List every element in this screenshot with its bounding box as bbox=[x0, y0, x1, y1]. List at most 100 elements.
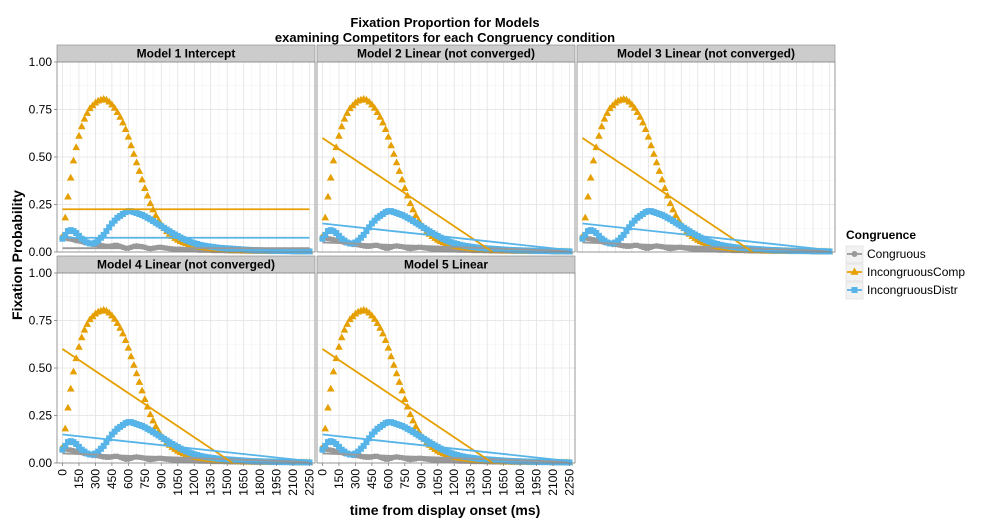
data-point-incongruouscomp bbox=[135, 167, 144, 174]
panel-border bbox=[316, 272, 576, 464]
data-point-incongruouscomp bbox=[141, 395, 149, 402]
y-tick-label: 0.75 bbox=[29, 103, 53, 117]
fit-line-congruous bbox=[322, 241, 570, 252]
data-point-incongruouscomp bbox=[641, 125, 650, 133]
chart-title-line-1: Fixation Proportion for Models bbox=[350, 15, 539, 30]
y-tick-label: 0.50 bbox=[29, 361, 53, 375]
data-point-incongruouscomp bbox=[326, 173, 335, 181]
data-point-incongruouscomp bbox=[116, 112, 124, 120]
data-point-incongruousdistr bbox=[103, 439, 110, 446]
x-tick-label: 1950 bbox=[270, 469, 284, 496]
data-point-incongruouscomp bbox=[603, 109, 611, 116]
data-point-incongruouscomp bbox=[149, 416, 157, 424]
data-point-incongruouscomp bbox=[75, 131, 83, 139]
data-point-incongruouscomp bbox=[392, 369, 401, 377]
data-point-incongruouscomp bbox=[110, 103, 119, 111]
fit-line-incongruouscomp bbox=[321, 137, 494, 253]
data-point-incongruouscomp bbox=[77, 333, 86, 341]
data-point-incongruouscomp bbox=[113, 319, 122, 326]
data-point-incongruouscomp bbox=[80, 114, 89, 122]
panel-4: Model 4 Linear (not converged) 0.00 0.25 0.… bbox=[29, 255, 317, 496]
fit-line-congruous bbox=[582, 241, 830, 252]
data-point-incongruouscomp bbox=[395, 167, 404, 174]
x-tick-label: 1500 bbox=[480, 469, 494, 496]
x-tick-label: 150 bbox=[332, 469, 346, 489]
data-point-incongruouscomp bbox=[412, 422, 420, 430]
data-point-incongruouscomp bbox=[64, 403, 72, 411]
data-point-incongruouscomp bbox=[658, 175, 666, 183]
data-point-incongruouscomp bbox=[121, 336, 130, 344]
x-tick-label: 2250 bbox=[303, 469, 317, 496]
legend-title: Congruence bbox=[846, 228, 916, 242]
data-point-incongruouscomp bbox=[584, 192, 592, 200]
fit-line-incongruouscomp bbox=[61, 348, 234, 464]
legend-key-circle bbox=[851, 251, 858, 257]
fit-line-incongruousdistr bbox=[322, 222, 570, 251]
data-point-incongruouscomp bbox=[119, 329, 127, 337]
data-point-incongruousdistr bbox=[59, 446, 66, 453]
data-point-incongruouscomp bbox=[64, 192, 72, 200]
panel-border bbox=[576, 61, 836, 253]
data-point-incongruouscomp bbox=[376, 323, 384, 331]
data-point-incongruouscomp bbox=[326, 384, 335, 392]
data-point-incongruouscomp bbox=[384, 343, 393, 351]
panel-strip-label: Model 4 Linear (not converged) bbox=[97, 258, 275, 272]
data-point-incongruouscomp bbox=[401, 184, 409, 191]
x-tick-label: 750 bbox=[398, 469, 412, 489]
data-point-incongruouscomp bbox=[130, 149, 138, 157]
data-point-incongruouscomp bbox=[401, 395, 409, 402]
data-point-incongruouscomp bbox=[132, 158, 141, 166]
data-point-incongruouscomp bbox=[135, 378, 144, 385]
data-point-incongruouscomp bbox=[600, 114, 609, 122]
y-tick-label: 0.25 bbox=[29, 409, 53, 423]
data-point-incongruouscomp bbox=[381, 336, 390, 344]
data-point-incongruouscomp bbox=[127, 352, 135, 360]
legend-label: IncongruousDistr bbox=[867, 283, 958, 297]
panel-border bbox=[316, 61, 576, 253]
panel-5: Model 5 Linear 0 150 300 450 600 750 900 1050 120… bbox=[315, 255, 577, 496]
x-tick-label: 1200 bbox=[187, 469, 201, 496]
y-tick-label: 0.00 bbox=[29, 245, 53, 259]
data-point-incongruouscomp bbox=[387, 141, 395, 149]
y-tick-label: 1.00 bbox=[29, 55, 53, 69]
x-tick-label: 0 bbox=[55, 469, 69, 476]
series-incongruousdistr-points bbox=[59, 208, 313, 255]
data-point-incongruouscomp bbox=[61, 213, 70, 221]
data-point-incongruouscomp bbox=[652, 158, 661, 166]
data-point-incongruouscomp bbox=[597, 122, 606, 130]
data-point-incongruousdistr bbox=[59, 235, 66, 242]
x-tick-label: 1800 bbox=[513, 469, 527, 496]
data-point-incongruouscomp bbox=[633, 108, 642, 115]
data-point-incongruouscomp bbox=[329, 367, 338, 375]
x-tick-label: 600 bbox=[121, 469, 135, 489]
data-point-incongruouscomp bbox=[80, 325, 89, 333]
data-point-incongruousdistr bbox=[322, 442, 329, 449]
data-point-incongruouscomp bbox=[146, 199, 155, 207]
data-point-incongruousdistr bbox=[319, 446, 326, 453]
data-point-incongruouscomp bbox=[146, 410, 155, 418]
panel-1: Model 1 Intercept 0.00 0.25 0.50 0.75 1.00 bbox=[29, 44, 316, 259]
data-point-incongruouscomp bbox=[127, 141, 135, 149]
data-point-incongruousdistr bbox=[366, 224, 373, 231]
data-point-incongruouscomp bbox=[329, 156, 338, 164]
x-tick-label: 1950 bbox=[530, 469, 544, 496]
data-point-incongruousdistr bbox=[366, 435, 373, 442]
fit-line-incongruousdistr bbox=[582, 222, 830, 251]
data-point-incongruousdistr bbox=[826, 248, 833, 255]
data-point-incongruouscomp bbox=[324, 192, 332, 200]
x-tick-label: 1800 bbox=[253, 469, 267, 496]
data-point-incongruouscomp bbox=[376, 112, 384, 120]
data-point-incongruousdistr bbox=[566, 248, 573, 255]
x-axis-label: time from display onset (ms) bbox=[350, 502, 541, 518]
data-point-incongruouscomp bbox=[121, 125, 130, 133]
data-point-incongruouscomp bbox=[379, 329, 387, 337]
data-point-incongruouscomp bbox=[406, 410, 415, 418]
data-point-incongruouscomp bbox=[650, 149, 658, 157]
panel-strip-label: Model 3 Linear (not converged) bbox=[617, 47, 795, 61]
y-tick-label: 0.75 bbox=[29, 314, 53, 328]
data-point-incongruouscomp bbox=[379, 118, 387, 126]
data-point-incongruouscomp bbox=[398, 386, 406, 394]
data-point-incongruouscomp bbox=[113, 108, 122, 115]
data-point-incongruouscomp bbox=[343, 109, 351, 116]
data-point-incongruouscomp bbox=[373, 108, 382, 115]
